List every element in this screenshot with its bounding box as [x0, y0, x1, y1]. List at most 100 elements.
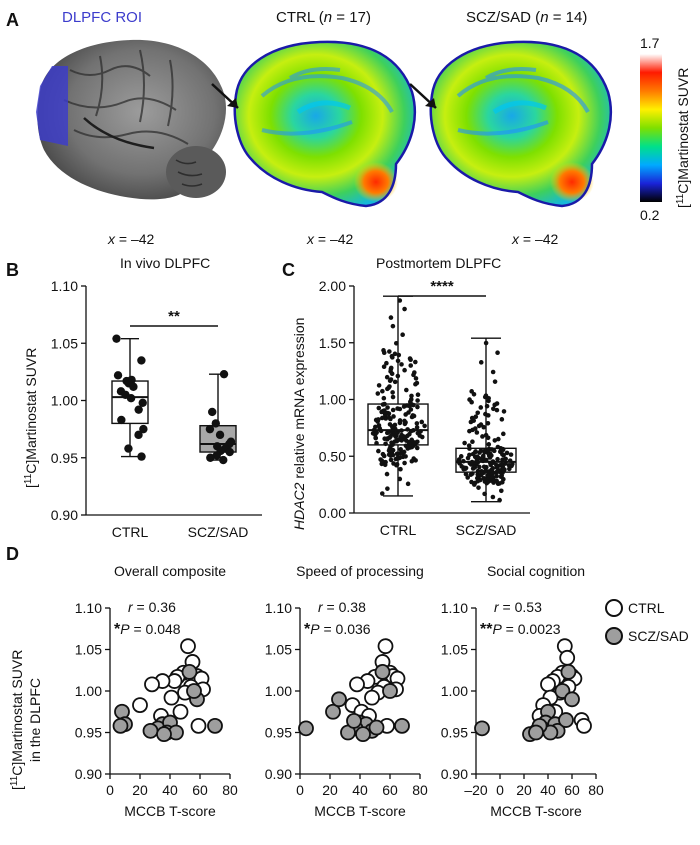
data-point [494, 473, 499, 479]
data-point-ctrl [377, 638, 394, 655]
stat-r: r = 0.36 [128, 599, 176, 615]
data-point [415, 439, 420, 445]
data-point-scz-sad [112, 717, 129, 734]
y-tick-label: 0.95 [75, 725, 102, 741]
data-point [380, 388, 385, 394]
data-point [385, 486, 390, 491]
data-point [410, 413, 416, 418]
y-tick-label: 1.00 [75, 683, 102, 699]
data-point [470, 471, 475, 476]
data-point [469, 479, 474, 485]
data-point [388, 315, 394, 320]
data-point [382, 408, 387, 413]
ctrl-heatmap-image [211, 40, 417, 208]
data-point [376, 405, 382, 411]
chart-c: 0.00 0.50 1.00 1.50 2.00 CTRL SCZ/SAD **** [319, 278, 530, 538]
data-point [392, 379, 398, 385]
data-point [382, 401, 387, 407]
data-point [473, 414, 479, 419]
data-point [483, 393, 489, 398]
data-point [395, 406, 400, 411]
data-point [400, 332, 405, 338]
x-tick-label: –20 [464, 782, 488, 798]
x-tick-label: 0 [496, 782, 504, 798]
data-point [501, 431, 506, 437]
panel-d-ylabel-line1: [11C]Martinostat SUVR [9, 650, 25, 790]
stat-r: r = 0.38 [318, 599, 366, 615]
data-point-scz-sad [142, 722, 159, 739]
data-point [375, 391, 381, 396]
data-point [483, 411, 488, 417]
data-point-scz-sad [355, 726, 371, 743]
data-point [206, 453, 215, 462]
chart-title: Social cognition [487, 563, 585, 579]
data-point [398, 447, 403, 452]
data-point [494, 407, 500, 413]
x-tick-label: 80 [222, 782, 238, 798]
data-point [469, 415, 475, 421]
data-point [401, 449, 407, 455]
panel-a-letter: A [6, 10, 19, 30]
legend-label: SCZ/SAD [628, 628, 689, 644]
data-point-scz-sad [394, 717, 410, 734]
data-point [404, 403, 410, 408]
roi-label: DLPFC ROI [62, 9, 142, 26]
data-point-ctrl [144, 676, 160, 693]
chart-b: 0.90 0.95 1.00 1.05 1.10 CTRL SCZ/SAD ** [51, 278, 262, 540]
data-point [379, 415, 385, 421]
y-tick-label: 1.05 [265, 642, 292, 658]
data-point [212, 451, 221, 460]
data-point [462, 440, 467, 446]
data-point [381, 348, 386, 353]
x-tick-label: 20 [132, 782, 148, 798]
data-point [117, 415, 126, 425]
data-point [134, 405, 143, 414]
data-point [408, 407, 414, 412]
data-point [404, 387, 409, 393]
panel-d-ylabel-line2: in the DLPFC [27, 678, 43, 762]
x-tick-label: 20 [322, 782, 338, 798]
y-tick-label: 0.90 [51, 507, 78, 523]
data-point-scz-sad [374, 664, 391, 680]
y-tick-label: 1.00 [441, 683, 468, 699]
y-tick-label: 2.00 [319, 278, 346, 294]
data-point [384, 360, 389, 366]
x-tick-label: 60 [564, 782, 580, 798]
data-point [205, 424, 215, 434]
x-tick-label: 80 [588, 782, 604, 798]
data-point [482, 491, 487, 497]
legend-label: CTRL [628, 600, 665, 616]
data-point [408, 397, 414, 402]
data-point [466, 443, 472, 448]
data-point [492, 438, 498, 443]
significance-label: **** [430, 278, 454, 295]
data-point-ctrl [349, 676, 365, 693]
data-point [137, 356, 146, 365]
data-point-scz-sad [181, 664, 198, 680]
data-point [478, 422, 484, 427]
data-point [483, 432, 489, 438]
data-point-scz-sad [564, 691, 580, 708]
data-point [384, 471, 390, 477]
data-point [219, 369, 229, 379]
data-point [402, 367, 407, 373]
data-point [219, 455, 228, 465]
panel-b-title: In vivo DLPFC [120, 255, 210, 271]
x-tick-label: 60 [382, 782, 398, 798]
data-point [508, 452, 514, 457]
data-point [376, 448, 381, 454]
data-point [414, 425, 420, 430]
panel-c: C Postmortem DLPFC HDAC2 relative mRNA e… [282, 255, 530, 538]
panel-c-title: Postmortem DLPFC [376, 255, 501, 271]
data-point-scz-sad [207, 717, 223, 734]
data-point [481, 476, 487, 481]
data-point [497, 497, 502, 503]
y-tick-label: 0.95 [265, 725, 292, 741]
y-tick-label: 0.90 [441, 766, 468, 782]
legend: CTRL SCZ/SAD [605, 599, 689, 645]
data-point [409, 437, 415, 443]
data-point [391, 414, 396, 419]
chart-title: Overall composite [114, 563, 226, 579]
data-point [373, 424, 378, 430]
data-point [419, 419, 425, 425]
